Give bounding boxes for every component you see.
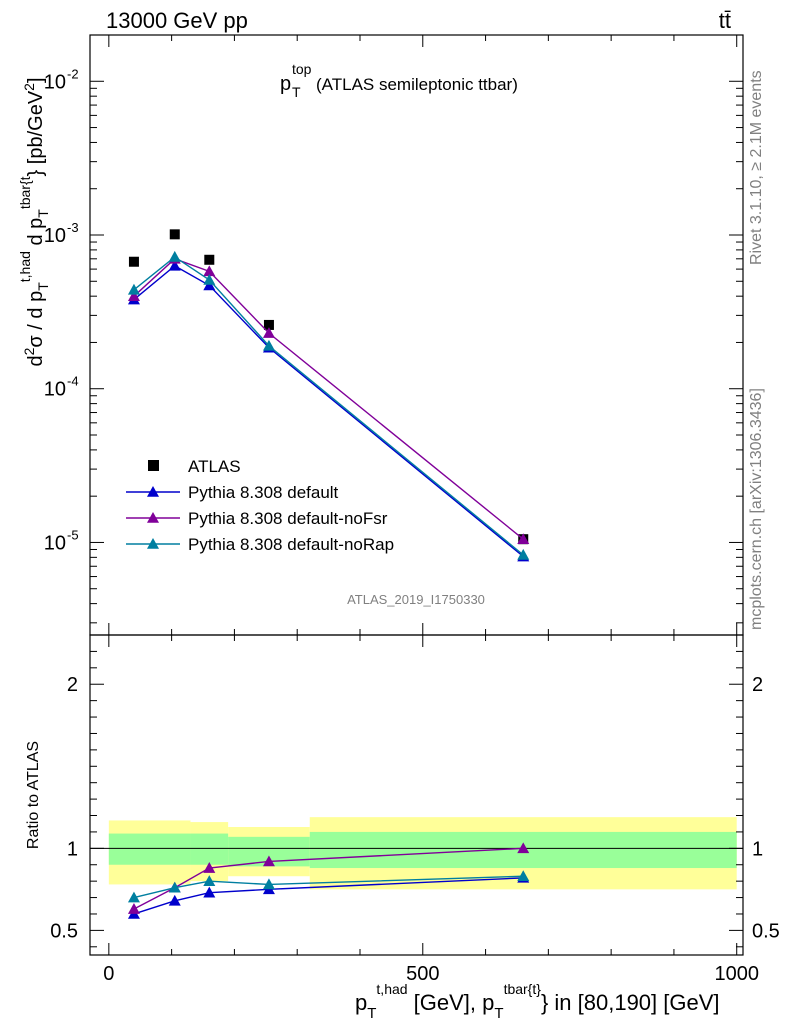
analysis-watermark: ATLAS_2019_I1750330 xyxy=(347,592,485,607)
ratio-1-point-4 xyxy=(517,842,530,854)
energy-label: 13000 GeV pp xyxy=(106,8,248,33)
y-tick-exponent: -3 xyxy=(67,220,79,235)
legend-label-3: Pythia 8.308 default-noRap xyxy=(188,535,394,554)
process-label: tt̄ xyxy=(719,8,731,33)
inner-band-1 xyxy=(190,833,229,865)
atlas-point-0 xyxy=(128,256,139,267)
ratio-ylabel: Ratio to ATLAS xyxy=(25,741,42,849)
y-tick-label: 10 xyxy=(44,379,66,401)
legend-label-2: Pythia 8.308 default-noFsr xyxy=(188,509,388,528)
series-3-point-1 xyxy=(168,250,181,262)
ratio-2-point-2 xyxy=(203,875,216,886)
y-tick-exponent: -5 xyxy=(67,527,79,542)
title-rest: (ATLAS semileptonic ttbar) xyxy=(316,75,518,94)
series-3-point-2 xyxy=(203,273,216,285)
rivet-label: Rivet 3.1.10, ≥ 2.1M events xyxy=(748,70,765,265)
main-ylabel: d2σ / d pTt,had d pTtbar{t} [pb/GeV2] xyxy=(17,77,51,366)
ratio-1-point-0 xyxy=(127,903,140,914)
series-2-point-0 xyxy=(127,290,140,301)
series-1-point-2 xyxy=(203,279,216,291)
ratio-0-point-2 xyxy=(203,886,216,898)
series-1-point-1 xyxy=(168,259,181,271)
svg-text:pTt,had [GeV], pTtbar{t}} in [: pTt,had [GeV], pTtbar{t}} in [80,190] [G… xyxy=(355,981,720,1022)
y-tick-exponent: -4 xyxy=(67,374,79,389)
x-tick-label: 1000 xyxy=(714,963,759,985)
plot-title: p T top (ATLAS semileptonic ttbar) xyxy=(280,61,518,100)
series-3-point-3 xyxy=(262,339,275,351)
y-tick-exponent: -2 xyxy=(67,66,79,81)
title-sup: top xyxy=(292,61,312,77)
legend: ATLAS Pythia 8.308 default Pythia 8.308 de… xyxy=(126,457,394,554)
ratio-2-point-4 xyxy=(517,870,530,882)
ratio-y-tick-label-right: 1 xyxy=(752,838,763,860)
series-2-point-2 xyxy=(203,265,216,277)
atlas-point-1 xyxy=(169,229,180,240)
ratio-frame xyxy=(89,634,744,956)
y-tick-label: 10 xyxy=(44,71,66,93)
ratio-y-tick-label: 0.5 xyxy=(50,920,78,942)
ratio-1-point-3 xyxy=(262,855,275,867)
legend-marker-2 xyxy=(147,512,159,523)
ratio-2-point-3 xyxy=(262,878,275,890)
x-axis-label: pTt,had [GeV], pTtbar{t}} in [80,190] [G… xyxy=(355,981,720,1022)
ratio-y-tick-label-right: 2 xyxy=(752,674,763,696)
x-tick-label: 0 xyxy=(103,963,114,985)
inner-band-0 xyxy=(108,833,191,865)
ratio-1-point-2 xyxy=(203,862,216,873)
series-2-point-3 xyxy=(262,327,275,338)
legend-marker-1 xyxy=(147,486,159,497)
legend-marker-3 xyxy=(147,538,159,549)
title-sub: T xyxy=(292,84,301,100)
legend-label-1: Pythia 8.308 default xyxy=(188,483,339,502)
ratio-0-point-1 xyxy=(168,894,181,906)
x-tick-label: 500 xyxy=(406,963,439,985)
atlas-point-3 xyxy=(263,319,274,330)
ratio-y-tick-label: 2 xyxy=(67,674,78,696)
series-3-point-4 xyxy=(517,548,530,560)
title-p: p xyxy=(280,73,291,95)
legend-label-0: ATLAS xyxy=(188,457,241,476)
y-tick-label: 10 xyxy=(44,225,66,247)
ratio-2-point-1 xyxy=(168,881,181,893)
series-2-point-4 xyxy=(517,533,530,544)
ratio-y-tick-label-right: 0.5 xyxy=(752,920,780,942)
legend-marker-0 xyxy=(148,460,159,471)
ratio-y-tick-label: 1 xyxy=(67,838,78,860)
ratio-2-point-0 xyxy=(127,891,140,903)
y-tick-label: 10 xyxy=(44,532,66,554)
series-3-point-0 xyxy=(127,283,140,295)
ratio-panel: 0 500 1000 0.5 0.5 1 1 2 2 xyxy=(50,634,780,985)
mcplots-label: mcplots.cern.ch [arXiv:1306.3436] xyxy=(748,388,765,630)
atlas-point-2 xyxy=(204,254,215,265)
